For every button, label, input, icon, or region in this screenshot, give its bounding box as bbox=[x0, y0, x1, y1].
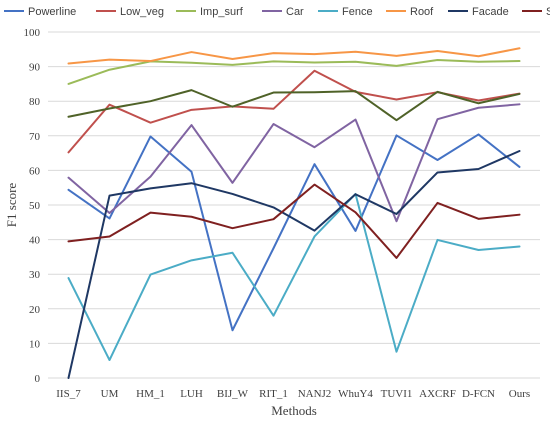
y-tick-label: 60 bbox=[29, 165, 41, 177]
x-axis-label: Methods bbox=[271, 403, 317, 418]
x-axis-ticks: IIS_7 UM HM_1 LUH BIJ_W RIT_1 NANJ2 WhuY4 TUVI1 A… bbox=[56, 388, 530, 400]
x-tick-label: WhuY4 bbox=[338, 388, 373, 400]
y-axis-ticks: 0 10 20 30 40 50 60 70 80 90 100 bbox=[24, 27, 41, 385]
series-line-imp-surf bbox=[67, 59, 521, 85]
x-tick-label: TUVI1 bbox=[381, 388, 413, 400]
legend-item-powerline: Powerline bbox=[4, 6, 76, 18]
x-tick-label: AXCRF bbox=[419, 388, 456, 400]
legend-item-roof: Roof bbox=[386, 6, 434, 18]
series-line-roof bbox=[67, 47, 521, 65]
series-line-facade bbox=[67, 150, 521, 379]
legend-item-fence: Fence bbox=[318, 6, 373, 18]
series-lines bbox=[67, 47, 521, 379]
x-tick-label: NANJ2 bbox=[298, 388, 332, 400]
x-tick-label: D-FCN bbox=[462, 388, 495, 400]
legend-label: Roof bbox=[410, 6, 434, 18]
legend-label: Shrub bbox=[546, 6, 550, 18]
x-tick-label: Ours bbox=[509, 388, 530, 400]
x-tick-label: BIJ_W bbox=[217, 388, 249, 400]
series-line-shrub bbox=[67, 183, 521, 259]
y-axis-label: F1 score bbox=[4, 183, 19, 228]
x-tick-label: LUH bbox=[180, 388, 203, 400]
y-tick-label: 80 bbox=[29, 96, 41, 108]
legend: Powerline Low_veg Imp_surf Car Fence Roof Faca… bbox=[4, 6, 550, 18]
legend-item-facade: Facade bbox=[448, 6, 509, 18]
y-tick-label: 20 bbox=[29, 304, 41, 316]
legend-label: Fence bbox=[342, 6, 373, 18]
legend-item-low-veg: Low_veg bbox=[96, 6, 164, 18]
legend-label: Imp_surf bbox=[200, 6, 244, 18]
legend-item-shrub: Shrub bbox=[522, 6, 550, 18]
series-line-tree bbox=[67, 89, 521, 122]
y-tick-label: 90 bbox=[29, 62, 41, 74]
x-tick-label: IIS_7 bbox=[56, 388, 81, 400]
y-tick-label: 40 bbox=[29, 235, 41, 247]
y-tick-label: 100 bbox=[24, 27, 41, 39]
legend-item-imp-surf: Imp_surf bbox=[176, 6, 244, 18]
x-tick-label: UM bbox=[101, 388, 119, 400]
legend-item-car: Car bbox=[262, 6, 304, 18]
y-tick-label: 70 bbox=[29, 131, 41, 143]
x-tick-label: HM_1 bbox=[136, 388, 165, 400]
y-tick-label: 30 bbox=[29, 269, 41, 281]
y-tick-label: 10 bbox=[29, 338, 41, 350]
series-line-car bbox=[67, 103, 521, 223]
legend-label: Facade bbox=[472, 6, 509, 18]
series-line-fence bbox=[67, 192, 521, 362]
y-tick-label: 0 bbox=[35, 373, 41, 385]
legend-label: Powerline bbox=[28, 6, 76, 18]
legend-label: Car bbox=[286, 6, 304, 18]
x-tick-label: RIT_1 bbox=[259, 388, 288, 400]
legend-label: Low_veg bbox=[120, 6, 164, 18]
series-line-powerline bbox=[67, 133, 521, 332]
series-line-low-veg bbox=[67, 69, 521, 154]
y-tick-label: 50 bbox=[29, 200, 41, 212]
